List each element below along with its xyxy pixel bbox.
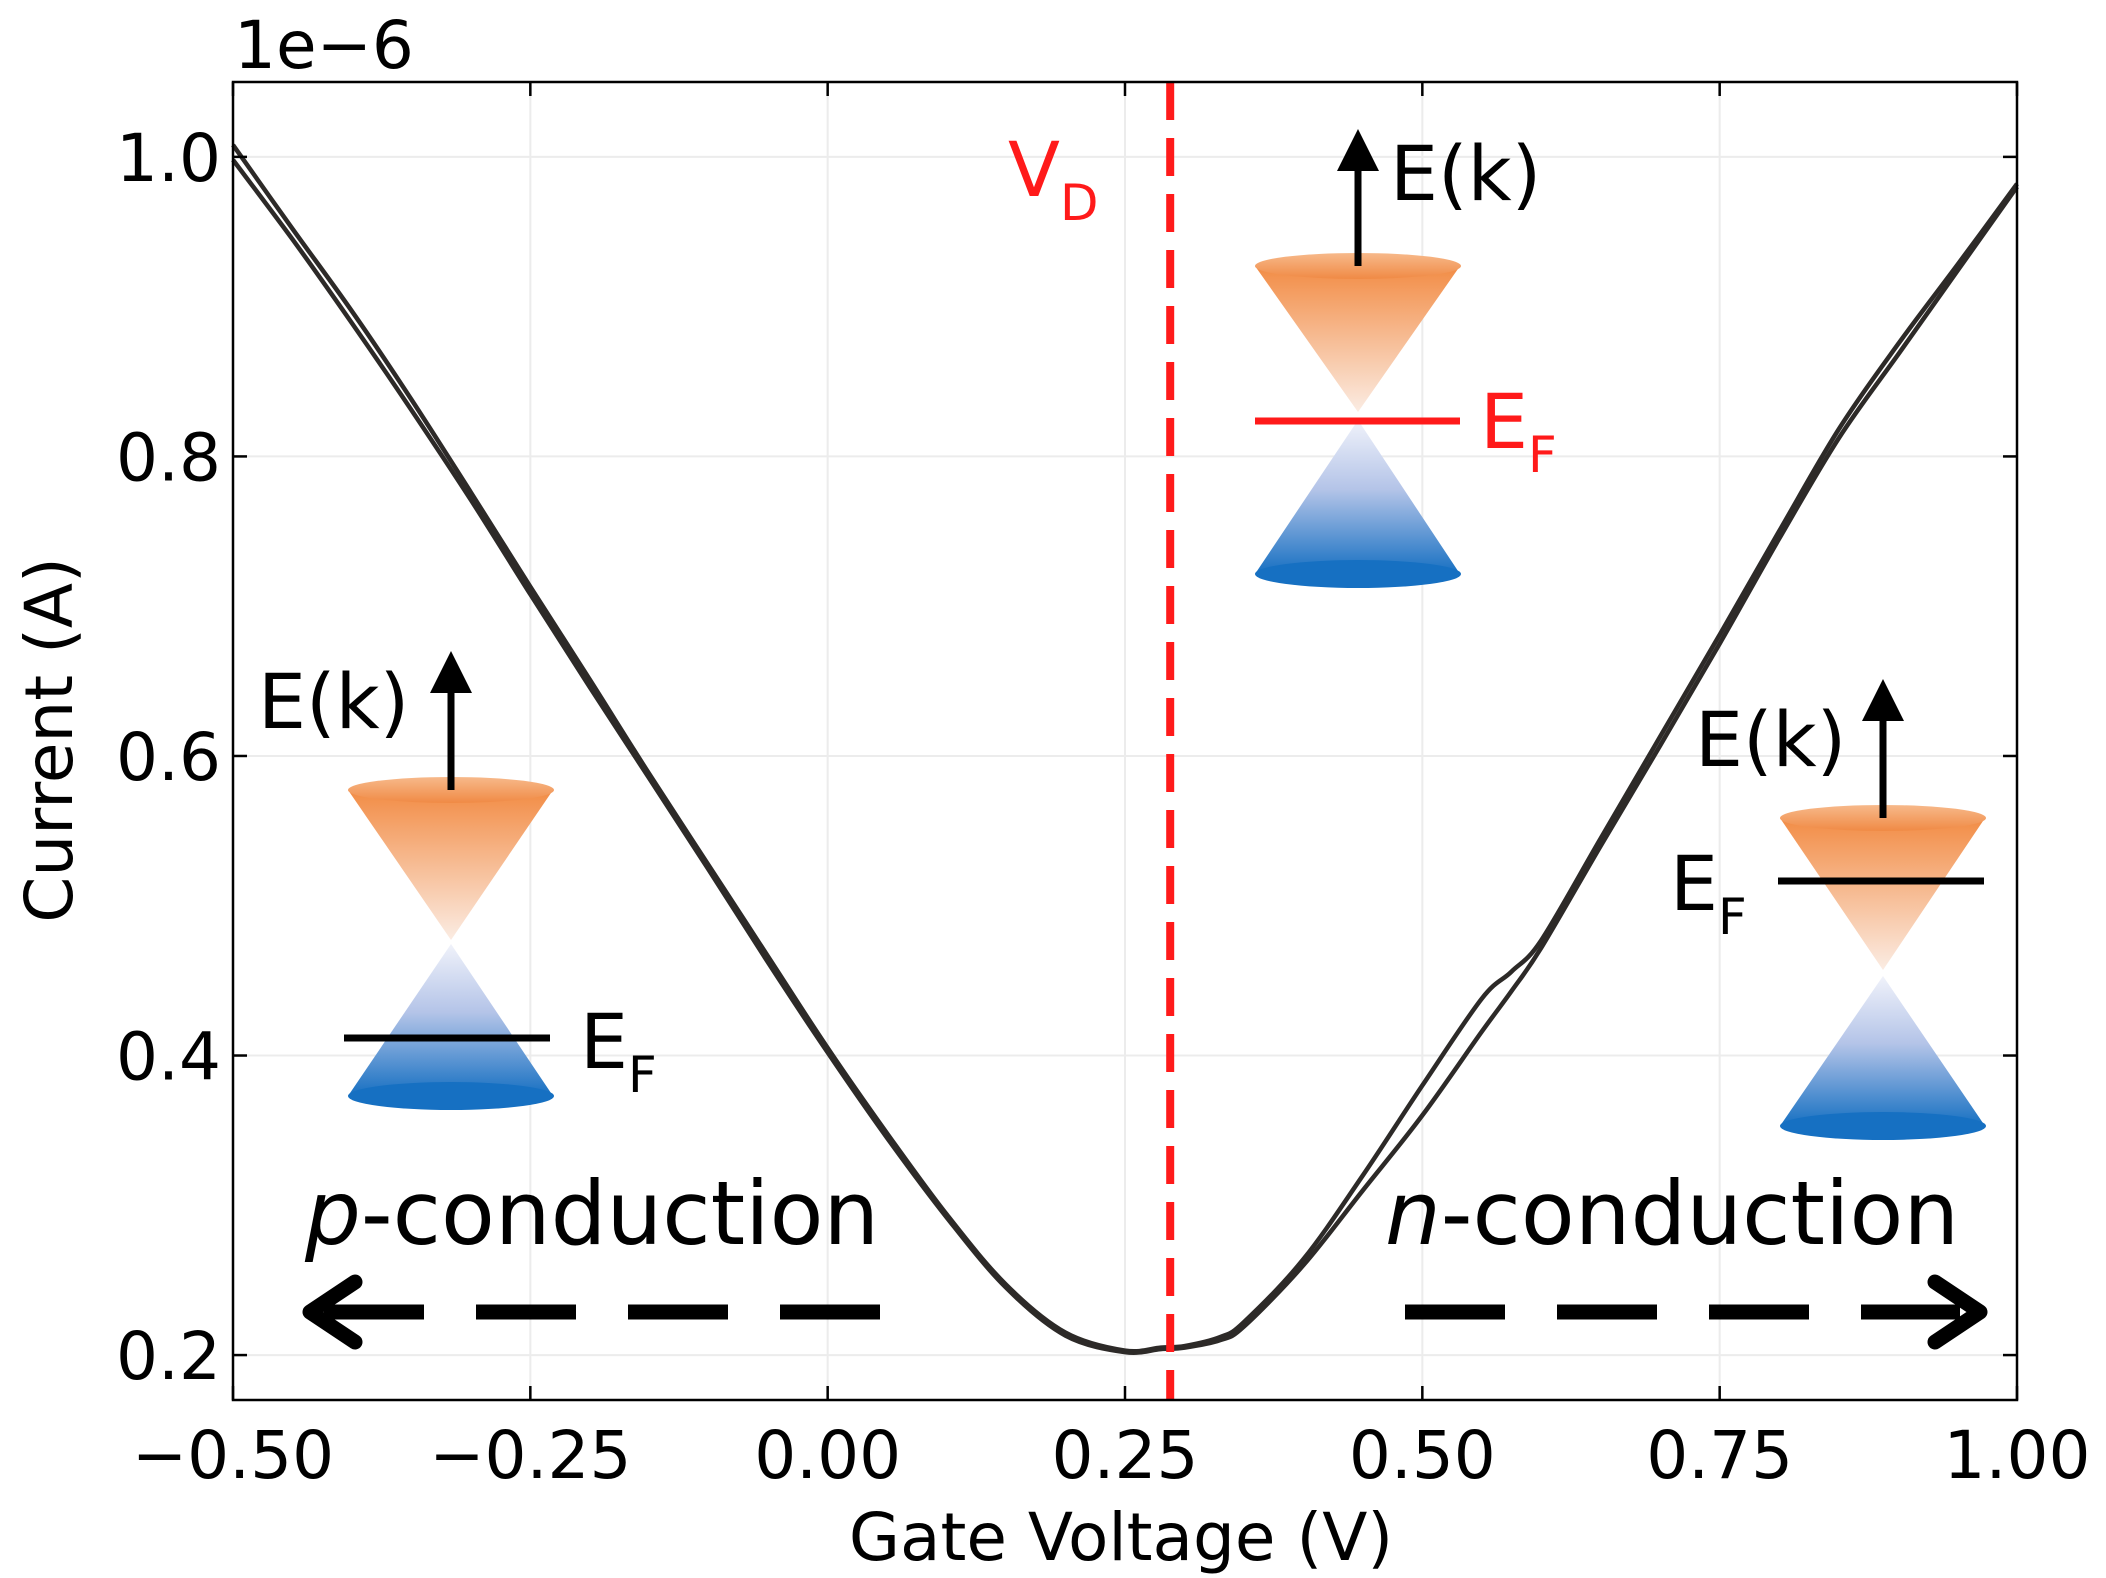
x-axis-label: Gate Voltage (V) [849,1499,1393,1576]
lower-cone-center [1255,420,1460,574]
p-conduction-arrow [302,1274,880,1350]
upper-cone-center [1255,266,1460,412]
x-tick-label: 0.00 [754,1417,901,1494]
ef-label-left-sub: F [628,1046,657,1104]
grid [232,82,2018,1400]
n-conduction-label: n-conduction [1385,1162,1959,1265]
p-conduction-suffix: -conduction [361,1162,879,1265]
lower-cone-bottom-center [1255,560,1461,588]
dirac-label-sub: D [1060,174,1099,232]
p-italic: p [304,1162,361,1265]
lower-cone-right [1780,976,1985,1126]
x-tick-label: 0.75 [1646,1417,1793,1494]
n-arrow-head [1927,1274,1988,1350]
p-conduction-label: p-conduction [304,1162,879,1265]
x-tick-label: −0.25 [429,1417,631,1494]
n-italic: n [1385,1162,1441,1265]
y-axis-label: Current (A) [11,557,88,923]
n-conduction-arrow [1405,1274,1988,1350]
lower-cone-bottom-left [348,1082,554,1110]
dirac-cone-center: E(k) EF [1255,129,1557,588]
ef-label-center-sub: F [1528,426,1557,484]
ek-label-center: E(k) [1390,129,1541,218]
y-tick-label: 1.0 [116,120,221,197]
x-tick-label: 0.25 [1052,1417,1199,1494]
dirac-cone-right: E(k) EF [1670,679,1986,1140]
y-tick-label: 0.2 [116,1318,221,1395]
upper-cone-right [1780,818,1985,970]
ek-label-left: E(k) [258,657,409,746]
ef-label-right-main: E [1670,839,1718,928]
p-arrow-head [302,1274,363,1350]
x-tick-label: −0.50 [132,1417,334,1494]
ef-label-center: EF [1480,377,1557,484]
y-tick-label: 0.4 [116,1019,221,1096]
ef-label-left: EF [580,997,657,1104]
ef-label-right: EF [1670,839,1747,946]
dirac-label: VD [1008,125,1099,232]
lower-cone-bottom-right [1780,1112,1986,1140]
y-offset-text: 1e−6 [234,7,414,84]
ticks-group: −0.50 −0.25 0.00 0.25 0.50 0.75 1.00 0.2 0.4 0.6 0… [116,82,2090,1494]
n-conduction-suffix: -conduction [1441,1162,1959,1265]
ef-label-right-sub: F [1718,888,1747,946]
lower-cone-left [348,944,553,1096]
ef-label-left-main: E [580,997,628,1086]
x-tick-label: 1.00 [1944,1417,2091,1494]
upper-cone-left [348,790,553,940]
dirac-label-main: V [1008,125,1060,214]
y-tick-label: 0.6 [116,719,221,796]
ef-label-center-main: E [1480,377,1528,466]
dirac-cone-left: E(k) EF [258,651,657,1110]
x-tick-label: 0.50 [1349,1417,1496,1494]
ek-label-right: E(k) [1695,695,1846,784]
y-tick-label: 0.8 [116,419,221,496]
